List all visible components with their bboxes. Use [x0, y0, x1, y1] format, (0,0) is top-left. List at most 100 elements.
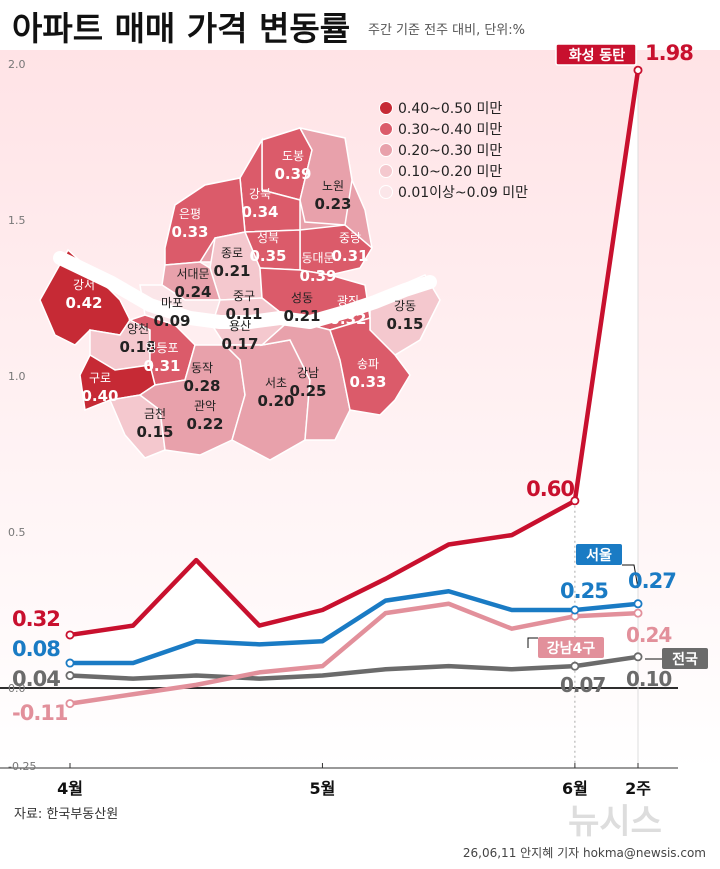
- point-gangnam4gu-0: [65, 699, 75, 709]
- district-name: 강북: [249, 187, 271, 201]
- legend-label-1: 0.30~0.40 미만: [398, 122, 502, 138]
- legend-tag-label-hwaseong: 화성 동탄: [569, 47, 626, 64]
- map-district-labels: 도봉 0.39 노원 0.23 강북 0.34 은평 0.33 성북 0.35 중랑 0.31 종로 0.…: [65, 149, 423, 441]
- x-tick-label-2: 6월: [562, 779, 588, 798]
- district-value: 0.33: [349, 373, 386, 391]
- y-tick-label-2: 1.0: [8, 370, 26, 383]
- value-label-gangnam4gu-0: -0.11: [12, 701, 68, 725]
- legend-swatch-3: [379, 164, 393, 178]
- watermark: 뉴시스: [568, 802, 662, 842]
- district-구로: 구로 0.40: [81, 371, 118, 405]
- legend-tag-label-seoul: 서울: [586, 547, 612, 564]
- district-name: 동대문: [301, 251, 334, 265]
- area-under-hwaseong: [70, 70, 638, 689]
- point-hwaseong-9: [633, 65, 643, 75]
- series-line-national: [67, 654, 641, 681]
- district-은평: 은평 0.33: [171, 207, 208, 241]
- map-songpa: [329, 316, 411, 416]
- district-name: 영등포: [145, 341, 178, 355]
- page-title: 아파트 매매 가격 변동률: [12, 9, 350, 48]
- han-river: [53, 251, 437, 329]
- district-value: 0.25: [289, 382, 326, 400]
- district-name: 양천: [127, 321, 149, 336]
- series-line-hwaseong: [67, 67, 641, 638]
- district-name: 동작: [191, 361, 213, 375]
- district-value: 0.39: [274, 165, 311, 183]
- district-동작: 동작 0.28: [183, 361, 220, 395]
- district-송파: 송파 0.33: [349, 357, 386, 391]
- legend-tag-hwaseong: 화성 동탄: [555, 43, 637, 66]
- district-서초: 서초 0.20: [257, 376, 294, 410]
- district-성북: 성북 0.35: [249, 231, 286, 265]
- district-노원: 노원 0.23: [314, 179, 351, 213]
- legend-swatch-4: [379, 185, 393, 199]
- district-name: 성북: [257, 231, 279, 245]
- district-value: 0.39: [299, 267, 336, 285]
- connector-gangnam: [527, 637, 538, 648]
- district-강서: 강서 0.42: [65, 278, 102, 312]
- district-관악: 관악 0.22: [186, 399, 223, 433]
- district-양천: 양천 0.18: [119, 321, 156, 356]
- district-강동: 강동 0.15: [386, 299, 423, 333]
- legend-tag-national: 전국: [662, 648, 708, 669]
- district-종로: 종로 0.21: [213, 246, 250, 280]
- district-name: 구로: [89, 371, 111, 385]
- point-national-9: [633, 652, 643, 662]
- district-value: 0.21: [283, 307, 320, 325]
- value-label-national-8: 0.07: [560, 673, 605, 697]
- district-name: 은평: [179, 207, 201, 221]
- value-label-hwaseong-0: 0.32: [12, 607, 60, 631]
- legend-label-0: 0.40~0.50 미만: [398, 101, 502, 117]
- district-value: 0.40: [81, 387, 118, 405]
- series-line-seoul: [67, 589, 641, 666]
- legend-label-2: 0.20~0.30 미만: [398, 143, 502, 159]
- district-name: 용산: [229, 319, 251, 333]
- district-value: 0.20: [257, 392, 294, 410]
- value-label-seoul-9: 0.27: [628, 569, 676, 593]
- value-label-seoul-0: 0.08: [12, 637, 60, 661]
- value-label-gangnam4gu-9: 0.24: [626, 623, 671, 647]
- series-line-gangnam4gu: [67, 601, 641, 706]
- district-value: 0.31: [143, 357, 180, 375]
- district-name: 서초: [265, 376, 287, 390]
- seoul-district-map: 도봉 0.39 노원 0.23 강북 0.34 은평 0.33 성북 0.35 중랑 0.31 종로 0.…: [39, 126, 441, 461]
- district-name: 마포: [161, 296, 183, 310]
- district-name: 강동: [394, 299, 416, 313]
- credit-text: 26,06,11 안지혜 기자 hokma@newsis.com: [463, 846, 706, 860]
- value-label-hwaseong-8: 0.60: [526, 477, 574, 501]
- map-nowon: [298, 126, 353, 226]
- district-value: 0.42: [65, 294, 102, 312]
- district-value: 0.31: [331, 247, 368, 265]
- district-value: 0.17: [221, 335, 258, 353]
- x-tick-label-1: 5월: [310, 779, 336, 798]
- district-강북: 강북 0.34: [241, 187, 278, 221]
- district-value: 0.24: [174, 283, 211, 301]
- district-name: 관악: [194, 399, 216, 413]
- district-value: 0.11: [225, 305, 262, 323]
- district-name: 종로: [221, 246, 243, 260]
- district-광진: 광진 0.32: [329, 294, 366, 328]
- source-text: 자료: 한국부동산원: [14, 807, 118, 822]
- point-seoul-8: [570, 605, 580, 615]
- district-금천: 금천 0.15: [136, 406, 173, 441]
- district-강남: 강남 0.25: [289, 366, 326, 400]
- district-name: 노원: [322, 179, 344, 193]
- district-name: 성동: [291, 291, 313, 305]
- district-value: 0.22: [186, 415, 223, 433]
- y-tick-label-4: 0.0: [8, 682, 26, 695]
- district-value: 0.21: [213, 262, 250, 280]
- point-national-8: [570, 661, 580, 671]
- point-hwaseong-8: [570, 496, 580, 506]
- district-중랑: 중랑 0.31: [331, 231, 368, 265]
- x-axis-ticks: 4월 5월 6월 2주: [57, 763, 651, 798]
- district-서대문: 서대문 0.24: [174, 267, 211, 301]
- district-name: 도봉: [282, 149, 304, 163]
- legend-tag-gangnam4gu: 강남4구: [538, 637, 604, 658]
- map-legend: 0.40~0.50 미만 0.30~0.40 미만 0.20~0.30 미만 0.10…: [379, 101, 528, 201]
- value-label-seoul-8: 0.25: [560, 579, 608, 603]
- point-seoul-0: [65, 658, 75, 668]
- point-hwaseong-0: [65, 630, 75, 640]
- legend-label-4: 0.01이상~0.09 미만: [398, 185, 528, 201]
- district-value: 0.32: [329, 310, 366, 328]
- district-영등포: 영등포 0.31: [143, 341, 180, 375]
